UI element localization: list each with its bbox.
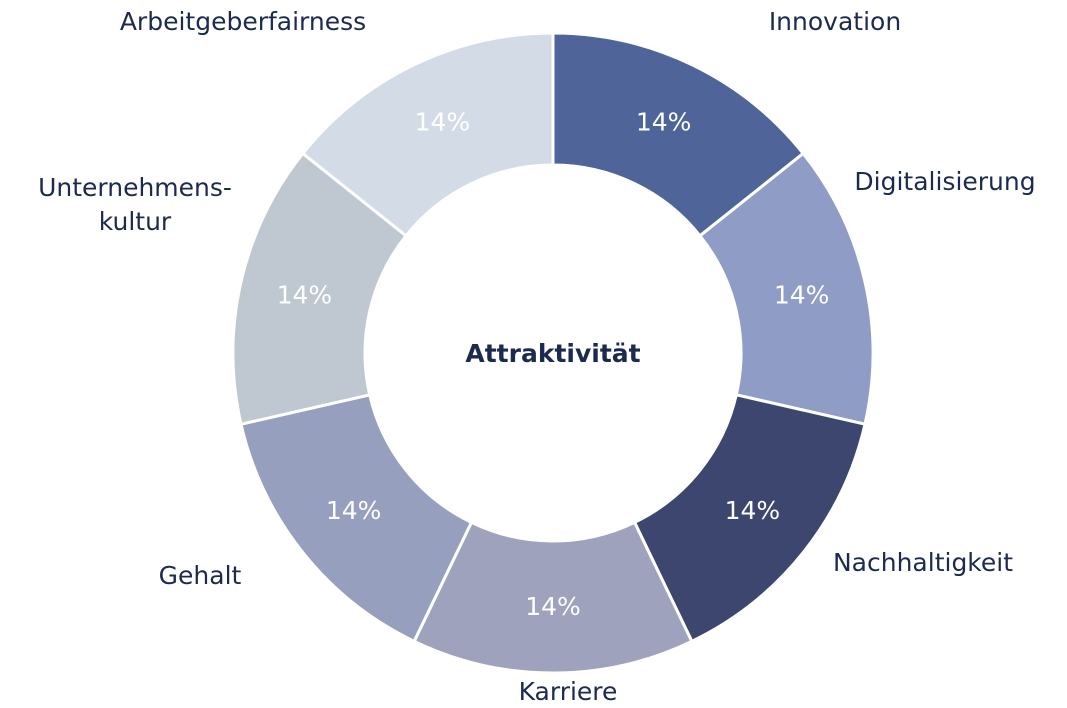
- slice: [551, 31, 806, 238]
- center-label: Attraktivität: [465, 339, 640, 368]
- category-label: Innovation: [768, 7, 902, 36]
- value-label: 14%: [326, 496, 382, 525]
- category-label: Karriere: [518, 677, 618, 706]
- slice: [300, 31, 555, 238]
- slice: [239, 393, 474, 644]
- value-label: 14%: [277, 280, 333, 309]
- category-label: Arbeitgeberfairness: [119, 7, 367, 36]
- slice: [412, 520, 694, 675]
- slice: [632, 393, 867, 644]
- category-label: Unternehmens- kultur: [38, 173, 232, 236]
- value-label: 14%: [725, 496, 781, 525]
- category-label: Digitalisierung: [854, 167, 1036, 196]
- value-label: 14%: [415, 107, 471, 136]
- category-label: Nachhaltigkeit: [832, 548, 1014, 577]
- value-label: 14%: [525, 592, 581, 621]
- slice: [697, 151, 875, 427]
- value-label: 14%: [636, 107, 692, 136]
- category-label: Gehalt: [158, 561, 242, 590]
- value-label: 14%: [774, 280, 830, 309]
- slice: [231, 151, 409, 427]
